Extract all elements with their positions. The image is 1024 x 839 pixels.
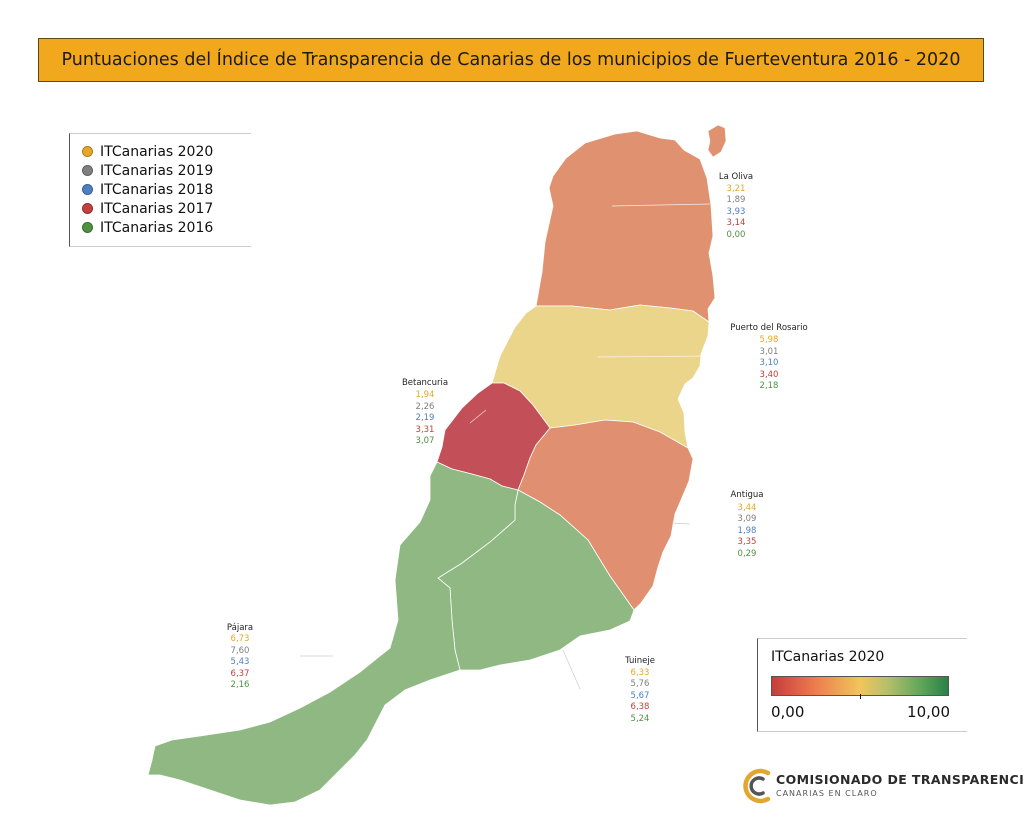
value-antigua-2017: 3,35: [738, 537, 757, 547]
map-title: Puntuaciones del Índice de Transparencia…: [38, 38, 984, 82]
label-group-betancuria: Betancuria 1,94 2,26 2,19 3,31 3,07: [402, 378, 448, 446]
value-antigua-2018: 1,98: [738, 526, 757, 536]
region-la-oliva[interactable]: [535, 130, 716, 323]
legend-dot-2018: [82, 184, 93, 195]
label-group-antigua: Antigua 3,44 3,09 1,98 3,35 0,29: [731, 490, 764, 559]
label-group-pajara: Pájara 6,73 7,60 5,43 6,37 2,16: [227, 623, 253, 690]
leader-line-antigua: [671, 522, 691, 525]
label-pajara: Pájara: [227, 623, 253, 633]
value-la-oliva-2017: 3,14: [727, 218, 746, 228]
value-pajara-2019: 7,60: [231, 646, 250, 656]
leader-line-tuineje: [562, 649, 581, 690]
value-betancuria-2016: 3,07: [416, 436, 435, 446]
label-puerto-del-rosario: Puerto del Rosario: [730, 323, 807, 333]
region-pajara[interactable]: [147, 461, 519, 806]
logo-c-icon: [743, 768, 771, 804]
value-tuineje-2018: 5,67: [631, 691, 650, 701]
map-title-text: Puntuaciones del Índice de Transparencia…: [61, 50, 961, 70]
value-antigua-2016: 0,29: [738, 549, 757, 559]
logo: COMISIONADO DE TRANSPARENCIA CANARIAS EN…: [738, 766, 1024, 806]
label-group-puerto-del-rosario: Puerto del Rosario 5,98 3,01 3,10 3,40 2…: [730, 323, 807, 391]
legend-item-2018: ITCanarias 2018: [82, 180, 251, 199]
value-antigua-2019: 3,09: [738, 514, 757, 524]
value-betancuria-2018: 2,19: [416, 413, 435, 423]
value-betancuria-2017: 3,31: [416, 425, 435, 435]
value-betancuria-2019: 2,26: [416, 402, 435, 412]
legend-item-2016: ITCanarias 2016: [82, 218, 251, 237]
legend-label-2016: ITCanarias 2016: [100, 219, 214, 236]
value-betancuria-2020: 1,94: [416, 390, 435, 400]
value-tuineje-2017: 6,38: [631, 702, 650, 712]
label-tuineje: Tuineje: [624, 656, 655, 666]
value-tuineje-2019: 5,76: [631, 679, 650, 689]
color-scale-max-label: 10,00: [907, 703, 950, 721]
legend-dot-2017: [82, 203, 93, 214]
value-la-oliva-2016: 0,00: [727, 230, 746, 240]
value-tuineje-2020: 6,33: [631, 668, 650, 678]
label-group-la-oliva: La Oliva 3,21 1,89 3,93 3,14 0,00: [719, 172, 753, 240]
legend: ITCanarias 2020 ITCanarias 2019 ITCanari…: [69, 133, 251, 247]
value-puerto-del-rosario-2018: 3,10: [760, 358, 779, 368]
legend-dot-2019: [82, 165, 93, 176]
value-puerto-del-rosario-2019: 3,01: [760, 347, 779, 357]
legend-item-2020: ITCanarias 2020: [82, 142, 251, 161]
legend-item-2019: ITCanarias 2019: [82, 161, 251, 180]
label-antigua: Antigua: [731, 490, 764, 500]
value-pajara-2018: 5,43: [231, 657, 250, 667]
value-la-oliva-2018: 3,93: [727, 207, 746, 217]
legend-label-2018: ITCanarias 2018: [100, 181, 214, 198]
logo-tagline: CANARIAS EN CLARO: [776, 789, 878, 798]
leader-line-la-oliva: [611, 203, 711, 207]
value-pajara-2016: 2,16: [231, 680, 250, 690]
legend-label-2020: ITCanarias 2020: [100, 143, 214, 160]
lobos-islet: [707, 124, 727, 158]
value-tuineje-2016: 5,24: [631, 714, 650, 724]
color-scale-marker: [860, 694, 861, 699]
legend-item-2017: ITCanarias 2017: [82, 199, 251, 218]
color-scale-legend: ITCanarias 2020 0,00 10,00: [757, 638, 967, 732]
value-puerto-del-rosario-2020: 5,98: [760, 335, 779, 345]
color-scale-title: ITCanarias 2020: [771, 649, 885, 665]
legend-label-2019: ITCanarias 2019: [100, 162, 214, 179]
logo-name: COMISIONADO DE TRANSPARENCIA: [776, 772, 1024, 787]
label-la-oliva: La Oliva: [719, 172, 753, 182]
color-scale-min-label: 0,00: [771, 703, 805, 721]
value-la-oliva-2019: 1,89: [727, 195, 746, 205]
legend-dot-2016: [82, 222, 93, 233]
value-la-oliva-2020: 3,21: [727, 184, 746, 194]
value-pajara-2020: 6,73: [231, 634, 250, 644]
leader-line-betancuria: [469, 409, 487, 424]
label-group-tuineje: Tuineje 6,33 5,76 5,67 6,38 5,24: [624, 656, 655, 724]
legend-label-2017: ITCanarias 2017: [100, 200, 214, 217]
value-pajara-2017: 6,37: [231, 669, 250, 679]
color-scale-bar: [771, 676, 949, 696]
label-betancuria: Betancuria: [402, 378, 448, 388]
leader-line-puerto-del-rosario: [597, 355, 713, 358]
value-puerto-del-rosario-2017: 3,40: [760, 370, 779, 380]
legend-dot-2020: [82, 146, 93, 157]
value-antigua-2020: 3,44: [738, 503, 757, 513]
value-puerto-del-rosario-2016: 2,18: [760, 381, 779, 391]
